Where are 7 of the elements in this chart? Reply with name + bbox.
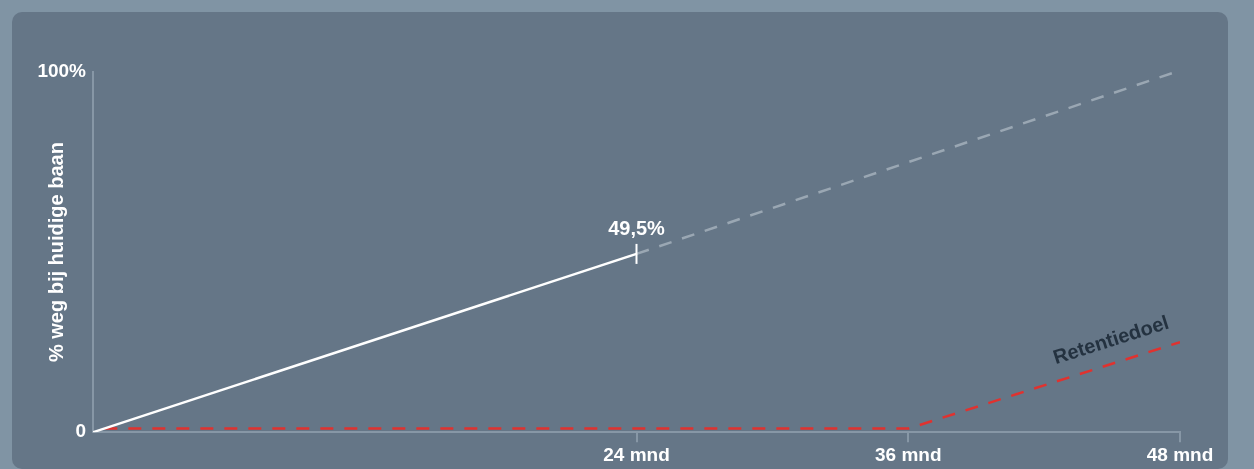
- x-tick-label: 48 mnd: [1146, 443, 1214, 465]
- y-tick-label: 100%: [37, 60, 87, 82]
- x-tick-label: 24 mnd: [603, 443, 670, 465]
- y-tick-label: 0: [75, 420, 86, 442]
- y-axis-title: % weg bij huidige baan: [44, 142, 67, 363]
- x-tick-label: 36 mnd: [874, 443, 942, 465]
- data-label: 49,5%: [608, 217, 666, 240]
